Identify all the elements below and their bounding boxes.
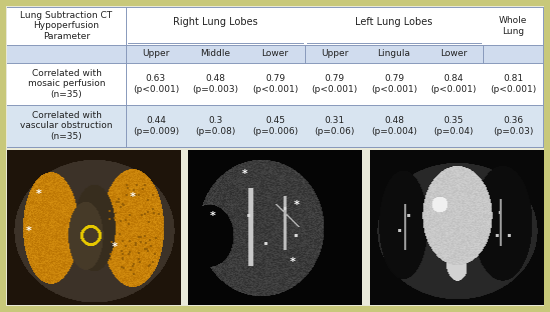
Text: 0.84
(p<0.001): 0.84 (p<0.001): [431, 74, 477, 94]
Text: 0.3
(p=0.08): 0.3 (p=0.08): [195, 116, 235, 136]
Text: *: *: [241, 169, 248, 179]
Text: Lingula: Lingula: [378, 50, 411, 59]
Text: 0.48
(p=0.004): 0.48 (p=0.004): [371, 116, 417, 136]
FancyBboxPatch shape: [7, 7, 543, 45]
Text: 0.79
(p<0.001): 0.79 (p<0.001): [252, 74, 298, 94]
Text: Whole
Lung: Whole Lung: [499, 16, 527, 36]
Text: Lower: Lower: [440, 50, 467, 59]
Text: 0.45
(p=0.006): 0.45 (p=0.006): [252, 116, 298, 136]
Text: 0.44
(p=0.009): 0.44 (p=0.009): [133, 116, 179, 136]
Text: Left Lung Lobes: Left Lung Lobes: [355, 17, 433, 27]
FancyBboxPatch shape: [7, 7, 543, 147]
Text: *: *: [293, 200, 299, 210]
Text: Lung Subtraction CT
Hypoperfusion
Parameter: Lung Subtraction CT Hypoperfusion Parame…: [20, 11, 113, 41]
Text: *: *: [25, 226, 31, 236]
FancyBboxPatch shape: [7, 45, 543, 63]
Text: Upper: Upper: [142, 50, 169, 59]
Text: Middle: Middle: [200, 50, 230, 59]
Text: 0.36
(p=0.03): 0.36 (p=0.03): [493, 116, 534, 136]
FancyBboxPatch shape: [7, 105, 543, 147]
Text: Lower: Lower: [261, 50, 289, 59]
Text: Correlated with
mosaic perfusion
(n=35): Correlated with mosaic perfusion (n=35): [28, 69, 105, 99]
FancyBboxPatch shape: [7, 63, 543, 105]
Text: *: *: [36, 189, 42, 199]
Text: *: *: [112, 241, 118, 251]
Text: *: *: [290, 257, 296, 267]
FancyBboxPatch shape: [5, 5, 545, 307]
Text: 0.35
(p=0.04): 0.35 (p=0.04): [433, 116, 474, 136]
Text: 0.48
(p=0.003): 0.48 (p=0.003): [192, 74, 239, 94]
Text: Correlated with
vascular obstruction
(n=35): Correlated with vascular obstruction (n=…: [20, 111, 113, 141]
Text: 0.79
(p<0.001): 0.79 (p<0.001): [311, 74, 358, 94]
Text: 0.31
(p=0.06): 0.31 (p=0.06): [315, 116, 355, 136]
Text: 0.79
(p<0.001): 0.79 (p<0.001): [371, 74, 417, 94]
Text: 0.63
(p<0.001): 0.63 (p<0.001): [133, 74, 179, 94]
Text: *: *: [129, 192, 135, 202]
Text: 0.81
(p<0.001): 0.81 (p<0.001): [490, 74, 536, 94]
Text: Right Lung Lobes: Right Lung Lobes: [173, 17, 258, 27]
Text: Upper: Upper: [321, 50, 348, 59]
Text: *: *: [210, 211, 216, 221]
